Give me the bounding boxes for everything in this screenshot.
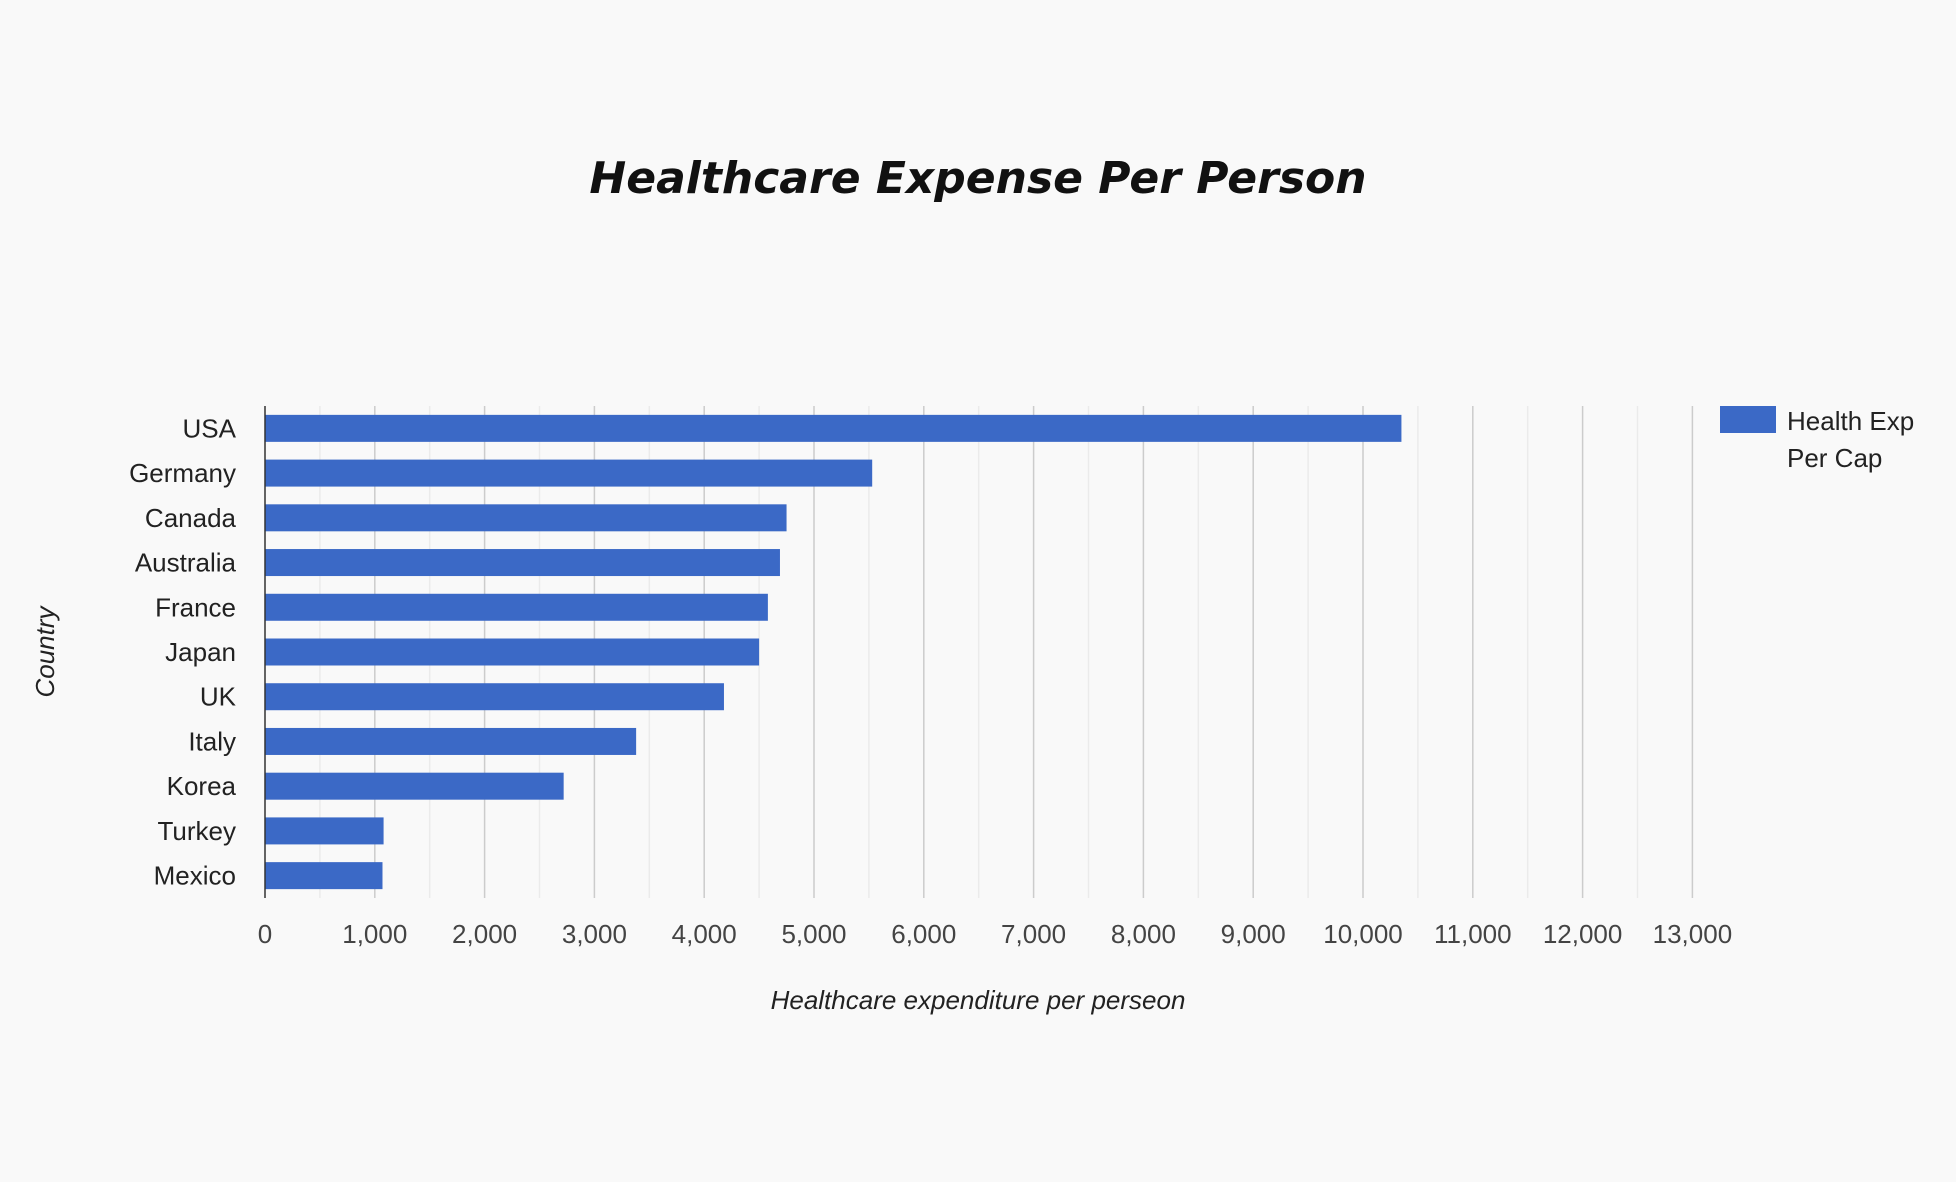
chart-title: Healthcare Expense Per Person bbox=[589, 153, 1366, 204]
category-labels: USA Germany Canada Australia France Japan UK It… bbox=[129, 413, 237, 890]
legend-label-line-2: Per Cap bbox=[1787, 443, 1882, 473]
x-tick-label: 4,000 bbox=[672, 919, 737, 949]
legend-label-line-1: Health Exp bbox=[1787, 406, 1914, 436]
bars bbox=[265, 414, 1402, 890]
legend: Health Exp Per Cap bbox=[1720, 406, 1914, 473]
bar-japan bbox=[265, 638, 760, 666]
category-label: Canada bbox=[145, 503, 237, 533]
category-label: Turkey bbox=[158, 816, 237, 846]
legend-swatch bbox=[1720, 406, 1776, 433]
y-axis-title: Country bbox=[30, 604, 60, 697]
category-label: France bbox=[155, 592, 236, 622]
category-label: UK bbox=[200, 682, 237, 712]
bar-turkey bbox=[265, 817, 384, 845]
x-tick-labels: 0 1,000 2,000 3,000 4,000 5,000 6,000 7,000 8,00… bbox=[258, 919, 1732, 949]
x-tick-label: 9,000 bbox=[1221, 919, 1286, 949]
x-tick-label: 3,000 bbox=[562, 919, 627, 949]
x-tick-label: 7,000 bbox=[1001, 919, 1066, 949]
category-label: Italy bbox=[188, 726, 236, 756]
x-tick-label: 12,000 bbox=[1543, 919, 1623, 949]
category-label: Germany bbox=[129, 458, 236, 488]
x-tick-label: 11,000 bbox=[1434, 919, 1512, 949]
grid-lines bbox=[319, 406, 1694, 898]
x-tick-label: 5,000 bbox=[781, 919, 846, 949]
bar-mexico bbox=[265, 862, 383, 890]
category-label: Japan bbox=[165, 637, 236, 667]
bar-france bbox=[265, 593, 768, 621]
x-tick-label: 8,000 bbox=[1111, 919, 1176, 949]
bar-australia bbox=[265, 549, 780, 577]
x-tick-label: 10,000 bbox=[1323, 919, 1403, 949]
category-label: Korea bbox=[167, 771, 237, 801]
x-tick-label: 2,000 bbox=[452, 919, 517, 949]
bar-germany bbox=[265, 459, 873, 487]
x-tick-label: 0 bbox=[258, 919, 272, 949]
category-label: Australia bbox=[135, 548, 237, 578]
x-axis-title: Healthcare expenditure per perseon bbox=[771, 985, 1186, 1015]
x-tick-label: 13,000 bbox=[1653, 919, 1733, 949]
bar-uk bbox=[265, 683, 724, 711]
bar-italy bbox=[265, 727, 637, 755]
category-label: Mexico bbox=[154, 861, 236, 891]
bar-korea bbox=[265, 772, 564, 800]
bar-usa bbox=[265, 414, 1402, 442]
x-tick-label: 6,000 bbox=[891, 919, 956, 949]
category-label: USA bbox=[183, 413, 237, 443]
bar-canada bbox=[265, 504, 787, 532]
x-tick-label: 1,000 bbox=[342, 919, 407, 949]
